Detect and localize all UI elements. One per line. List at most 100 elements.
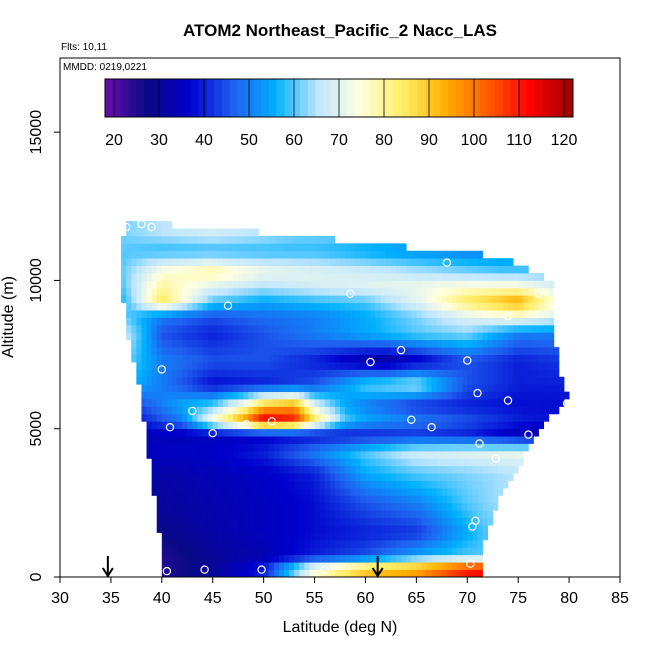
heatmap-cell (472, 480, 478, 489)
heatmap-cell (548, 332, 555, 341)
heatmap-cell (263, 569, 270, 578)
heatmap-cell (457, 532, 463, 541)
heatmap-cell (370, 295, 377, 304)
heatmap-cell (166, 532, 173, 541)
heatmap-cell (192, 280, 198, 289)
heatmap-cell (289, 280, 295, 289)
heatmap-cell (263, 458, 270, 467)
heatmap-cell (329, 458, 336, 467)
heatmap-cell (406, 280, 412, 289)
heatmap-cell (156, 287, 163, 296)
heatmap-cell (228, 310, 234, 318)
heatmap-cell (452, 391, 458, 400)
heatmap-cell (121, 273, 127, 281)
heatmap-cell (431, 547, 438, 556)
heatmap-cell (345, 332, 351, 341)
heatmap-cell (441, 273, 448, 281)
colorbar-swatch (401, 79, 410, 117)
heatmap-cell (319, 243, 326, 252)
heatmap-cell (355, 243, 361, 252)
heatmap-cell (431, 354, 438, 363)
heatmap-cell (390, 547, 397, 556)
heatmap-cell (513, 273, 519, 281)
heatmap-cell (284, 250, 290, 259)
heatmap-cell (289, 421, 295, 430)
heatmap-cell (441, 317, 448, 326)
heatmap-cell (263, 532, 270, 541)
heatmap-cell (355, 547, 361, 556)
heatmap-cell (212, 421, 219, 430)
heatmap-cell (502, 361, 509, 370)
heatmap-cell (334, 465, 341, 474)
heatmap-cell (141, 221, 147, 229)
heatmap-cell (487, 510, 494, 519)
sample-point (121, 222, 131, 232)
heatmap-cell (401, 295, 407, 304)
heatmap-cell (243, 228, 249, 237)
heatmap-cell (304, 488, 310, 496)
heatmap-cell (141, 317, 147, 326)
heatmap-cell (222, 361, 229, 370)
heatmap-cell (436, 450, 443, 459)
heatmap-cell (462, 332, 468, 341)
heatmap-cell (151, 399, 158, 407)
heatmap-cell (187, 354, 193, 363)
heatmap-cell (304, 458, 310, 467)
heatmap-cell (238, 406, 244, 415)
heatmap-cell (258, 376, 265, 385)
heatmap-cell (370, 436, 377, 444)
heatmap-cell (161, 450, 168, 459)
heatmap-cell (426, 562, 433, 570)
heatmap-cell (268, 547, 275, 556)
heatmap-cell (401, 250, 407, 259)
heatmap-cell (278, 569, 285, 578)
colorbar-tick-label: 100 (461, 132, 488, 149)
heatmap-cell (309, 554, 315, 563)
heatmap-cell (161, 243, 168, 252)
heatmap-cell (177, 532, 183, 541)
heatmap-cell (365, 347, 371, 355)
heatmap-cell (441, 302, 448, 311)
heatmap-cell (309, 369, 315, 378)
heatmap-cell (222, 517, 229, 526)
heatmap-cell (238, 273, 244, 281)
heatmap-cell (309, 413, 315, 422)
heatmap-cell (161, 369, 168, 378)
heatmap-cell (217, 376, 224, 385)
heatmap-cell (273, 295, 280, 304)
heatmap-cell (452, 265, 458, 274)
heatmap-cell (141, 406, 147, 415)
heatmap-cell (248, 354, 254, 363)
heatmap-cell (360, 413, 366, 422)
heatmap-cell (192, 569, 198, 578)
heatmap-cell (177, 562, 183, 570)
heatmap-cell (273, 547, 280, 556)
heatmap-cell (385, 243, 392, 252)
heatmap-cell (233, 413, 239, 422)
heatmap-cell (253, 332, 259, 341)
heatmap-cell (207, 391, 214, 400)
heatmap-cell (538, 354, 545, 363)
heatmap-cell (207, 369, 214, 378)
heatmap-cell (182, 428, 188, 437)
heatmap-cell (182, 562, 188, 570)
heatmap-cell (324, 317, 331, 326)
heatmap-cell (370, 562, 377, 570)
heatmap-cell (304, 273, 310, 281)
heatmap-cell (238, 436, 244, 444)
heatmap-cell (329, 332, 336, 341)
heatmap-cell (360, 510, 366, 519)
heatmap-cell (289, 235, 295, 244)
heatmap-cell (161, 376, 168, 385)
heatmap-cell (182, 569, 188, 578)
heatmap-cell (329, 488, 336, 496)
heatmap-cell (548, 391, 555, 400)
heatmap-cell (197, 324, 203, 333)
heatmap-cell (172, 532, 178, 541)
heatmap-cell (238, 517, 244, 526)
heatmap-cell (457, 406, 463, 415)
heatmap-cell (166, 488, 173, 496)
heatmap-cell (289, 361, 295, 370)
heatmap-cell (390, 436, 397, 444)
heatmap-cell (406, 384, 412, 393)
